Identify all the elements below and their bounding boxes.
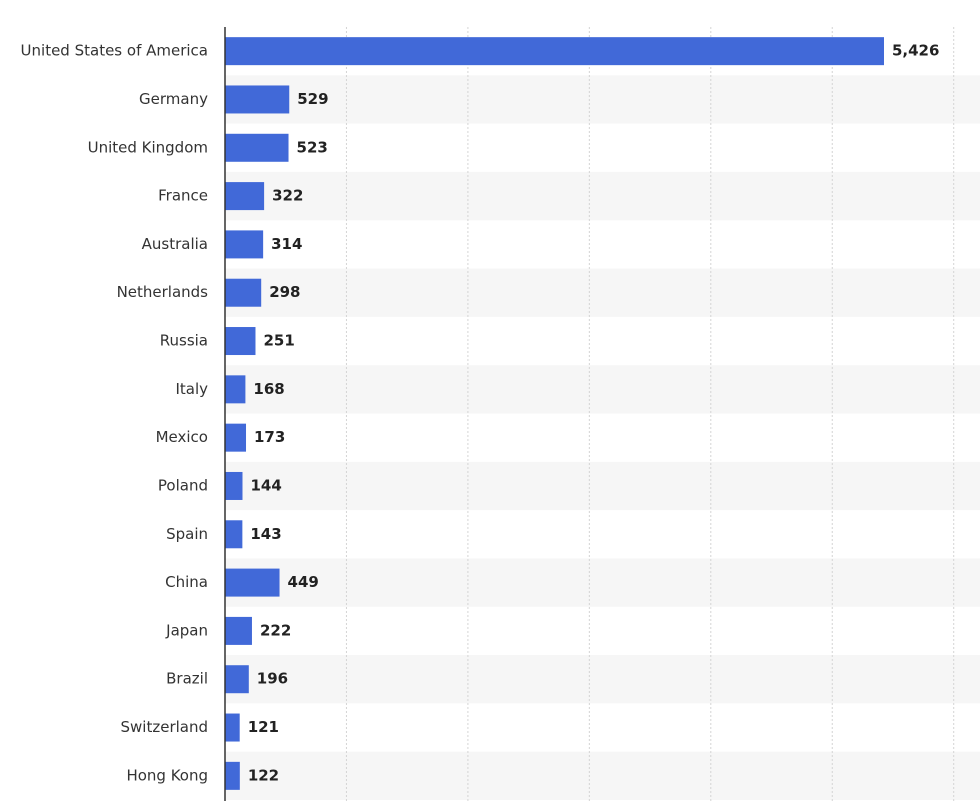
value-label: 196 [257, 670, 288, 688]
bar [225, 230, 264, 259]
bar [225, 713, 240, 742]
bar [225, 471, 243, 500]
bar [225, 37, 884, 66]
bar [225, 423, 247, 452]
bar [225, 665, 249, 694]
value-label: 523 [297, 138, 328, 156]
row-band [225, 558, 980, 607]
row-band [225, 171, 980, 221]
value-label: 173 [254, 428, 285, 446]
bar [225, 520, 243, 549]
value-label: 168 [253, 380, 284, 398]
y-tick-label: Brazil [166, 670, 208, 688]
y-tick-label: Japan [165, 621, 208, 639]
y-tick-label: Hong Kong [126, 766, 208, 784]
row-band [225, 461, 980, 511]
y-tick-label: Netherlands [117, 283, 209, 301]
bar [225, 85, 290, 114]
y-tick-label: Australia [142, 235, 208, 253]
bar [225, 375, 246, 404]
value-label: 122 [248, 766, 279, 784]
bar [225, 278, 262, 307]
value-label: 121 [248, 718, 279, 736]
value-label: 222 [260, 621, 291, 639]
bar [225, 133, 289, 162]
row-band [225, 75, 980, 124]
y-tick-label: China [165, 573, 208, 591]
y-tick-label: United Kingdom [88, 138, 208, 156]
y-tick-label: Mexico [156, 428, 208, 446]
value-label: 449 [288, 573, 319, 591]
y-tick-label: Russia [160, 332, 208, 350]
value-label: 314 [271, 235, 302, 253]
bar [225, 327, 256, 356]
y-tick-label: United States of America [21, 42, 208, 60]
bar [225, 761, 240, 790]
row-band [225, 751, 980, 800]
row-band [225, 655, 980, 704]
value-label: 144 [250, 476, 281, 494]
bar [225, 182, 265, 211]
y-tick-label: Spain [166, 525, 208, 543]
y-tick-label: Switzerland [121, 718, 209, 736]
y-tick-label: Germany [139, 90, 208, 108]
y-tick-label: Italy [175, 380, 208, 398]
y-tick-label: Poland [158, 476, 208, 494]
value-label: 5,426 [892, 42, 939, 60]
y-tick-label: France [158, 187, 208, 205]
value-label: 143 [250, 525, 281, 543]
value-label: 251 [263, 332, 294, 350]
row-band [225, 365, 980, 414]
bar [225, 568, 280, 597]
value-label: 322 [272, 187, 303, 205]
bar [225, 616, 252, 645]
value-label: 298 [269, 283, 300, 301]
row-band [225, 268, 980, 317]
value-label: 529 [297, 90, 328, 108]
